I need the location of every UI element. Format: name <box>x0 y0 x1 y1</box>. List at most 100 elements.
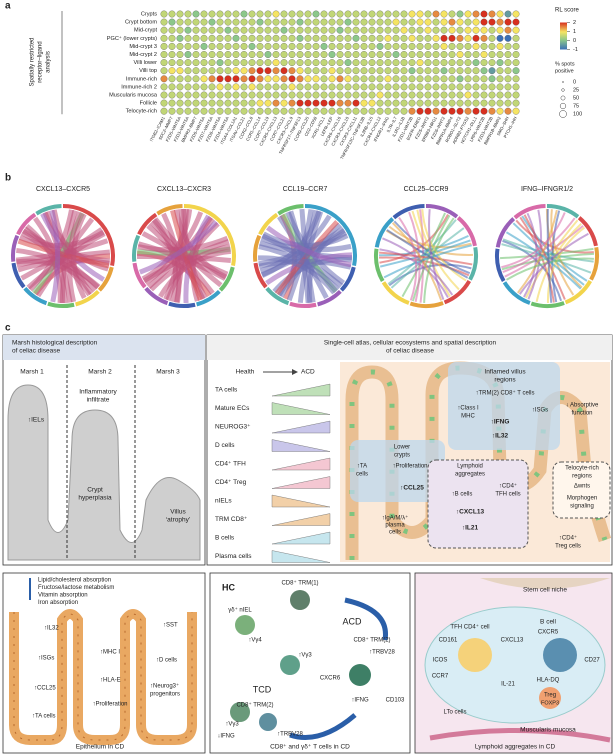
label: Lipid/cholesterol absorption <box>38 578 111 584</box>
chord <box>383 244 472 279</box>
dot <box>328 26 336 34</box>
ring-segment <box>23 286 48 306</box>
dot <box>424 91 432 99</box>
panel-label: c <box>5 323 11 334</box>
dot <box>472 107 480 115</box>
dot <box>424 10 432 18</box>
dot <box>496 26 504 34</box>
dot <box>440 67 448 75</box>
label: CXCR6 <box>320 676 341 682</box>
dot <box>440 34 448 42</box>
dot <box>184 26 192 34</box>
dot <box>384 83 392 91</box>
dot <box>424 42 432 50</box>
dot <box>352 34 360 42</box>
dot <box>352 42 360 50</box>
dot <box>192 51 200 58</box>
b-cell <box>543 638 577 672</box>
dot <box>320 51 328 58</box>
dot <box>296 18 304 26</box>
ring-segment <box>253 262 268 289</box>
dot <box>312 42 320 50</box>
row-label: Immune-rich <box>126 76 157 82</box>
ring-segment <box>265 286 290 306</box>
ring-segment <box>577 216 598 247</box>
trend-triangle <box>271 531 331 545</box>
label: ↑IFNG <box>491 419 510 426</box>
cell <box>230 702 250 722</box>
dot <box>384 91 392 99</box>
dot <box>264 51 272 58</box>
dot <box>288 99 296 107</box>
dot <box>392 75 400 83</box>
tfh-cell <box>458 638 492 672</box>
chord <box>398 216 418 301</box>
dot <box>352 59 360 67</box>
dot <box>400 42 408 50</box>
label: Iron absorption <box>38 600 78 606</box>
dot <box>376 10 384 18</box>
dot <box>328 83 336 91</box>
chord-title: IFNG–IFNGR1/2 <box>521 186 573 193</box>
label: Telocyte-rich <box>565 466 599 472</box>
chord-diagram <box>253 204 357 308</box>
dot <box>264 34 272 42</box>
ring-segment <box>258 212 279 236</box>
dot <box>360 91 368 99</box>
dot <box>464 99 472 107</box>
dot <box>200 107 208 115</box>
cell-type: CD4⁺ TFH <box>215 461 246 468</box>
dot <box>248 107 256 115</box>
dot <box>416 59 424 67</box>
dot <box>472 67 480 75</box>
chord <box>391 222 443 301</box>
dot <box>400 59 408 67</box>
dot <box>216 42 224 50</box>
label: ↑ISGs <box>38 656 54 662</box>
dot <box>232 107 240 115</box>
size-key <box>561 88 565 92</box>
dot <box>440 107 448 115</box>
size-label: 50 <box>573 95 579 101</box>
dot <box>424 67 432 75</box>
dot <box>168 26 176 34</box>
dot <box>344 42 352 50</box>
trend-triangle <box>271 550 331 563</box>
dot <box>320 91 328 99</box>
dot <box>424 99 432 107</box>
cell-type: Mature ECs <box>215 405 250 412</box>
dot <box>400 10 408 18</box>
label: ↑SST <box>163 623 178 629</box>
dot <box>280 91 288 99</box>
label: Spatially restricted <box>30 37 36 86</box>
dot <box>424 51 432 58</box>
dot <box>192 34 200 42</box>
dot <box>456 10 464 18</box>
ring-segment <box>11 262 26 289</box>
chord <box>551 210 561 303</box>
ring-segment <box>304 204 357 267</box>
muscularis <box>429 728 611 743</box>
label: HLA-DQ <box>537 678 560 684</box>
dot <box>504 51 512 58</box>
arrowhead <box>292 369 298 375</box>
label: CD8⁺ TRM(2) <box>236 702 273 709</box>
dot <box>384 67 392 75</box>
dot <box>208 34 216 42</box>
dot <box>480 59 488 67</box>
dot <box>440 26 448 34</box>
dot <box>448 99 456 107</box>
dot <box>480 83 488 91</box>
dot <box>328 75 336 83</box>
dot <box>264 67 272 75</box>
label: MHC <box>461 414 475 420</box>
dot <box>424 75 432 83</box>
chord-diagram <box>11 204 115 308</box>
dot <box>464 67 472 75</box>
label: function <box>571 411 592 417</box>
dot <box>264 26 272 34</box>
dot <box>248 34 256 42</box>
ring-segment <box>530 301 565 308</box>
dot <box>176 75 184 83</box>
label: ↑CCL25 <box>34 686 56 692</box>
